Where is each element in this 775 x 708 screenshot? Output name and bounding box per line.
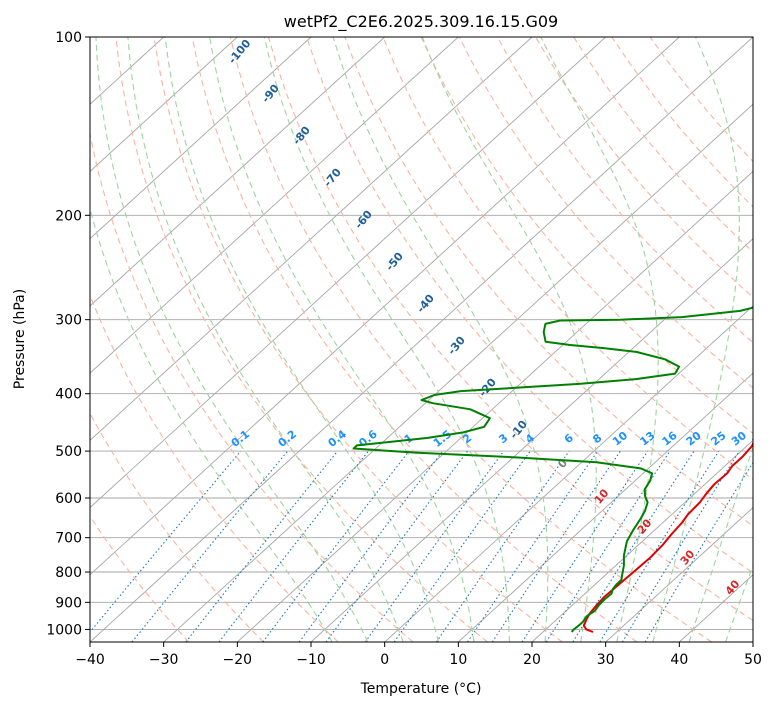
isotherm-line (90, 37, 607, 509)
x-tick-label: 20 (523, 652, 541, 668)
mixing-ratio-line (185, 450, 339, 642)
dry-adiabat-line (90, 412, 264, 642)
isotherm-line (90, 37, 312, 240)
dry-adiabat-line (496, 37, 753, 344)
mixing-ratio-line (491, 450, 621, 642)
y-tick-label: 500 (55, 444, 82, 460)
moist-adiabat-line (421, 37, 597, 642)
mixing-ratio-line (131, 450, 289, 642)
moist-adiabat-line (263, 37, 510, 642)
mixing-ratio-line (545, 450, 671, 642)
x-tick-label: 10 (449, 652, 467, 668)
moist-adiabat-line (95, 37, 369, 642)
moist-adiabat-line (127, 37, 404, 642)
plot-frame (89, 36, 754, 643)
isotherm-line (163, 103, 753, 642)
dry-adiabat-line (115, 37, 488, 642)
isotherm-line (90, 37, 459, 374)
y-tick-label: 900 (55, 595, 82, 611)
mixing-ratio-label: 36 (750, 429, 770, 449)
y-tick-label: 400 (55, 387, 82, 403)
isotherm-line (384, 305, 753, 642)
y-axis-label: Pressure (hPa) (12, 289, 28, 389)
x-tick-label: −30 (149, 652, 179, 668)
x-axis-label: Temperature (°C) (360, 681, 482, 697)
y-tick-label: 200 (55, 208, 82, 224)
mixing-ratio-line (364, 450, 505, 642)
isotherm-line (605, 506, 753, 642)
isotherm-line (531, 439, 753, 642)
isotherm-line (310, 238, 753, 642)
dry-adiabat-line (229, 37, 713, 642)
axes: −40 −30 −20 −10 0 10 20 30 40 50 1000 900 800 700 600 5… (46, 30, 762, 668)
moist-adiabat-line (90, 206, 333, 642)
x-tick-label: 0 (380, 652, 389, 668)
x-tick-label: −20 (223, 652, 253, 668)
mixing-ratio-line (393, 450, 531, 642)
mixing-ratio-line (467, 450, 599, 642)
isotherm-line (90, 37, 753, 642)
mixing-ratio-line (435, 450, 570, 642)
mixing-ratio-line (521, 450, 649, 642)
y-tick-label: 600 (55, 491, 82, 507)
dry-adiabat-line (306, 37, 753, 574)
x-tick-label: 40 (670, 652, 688, 668)
moist-adiabat-line (332, 37, 549, 642)
chart-title: wetPf2_C2E6.2025.309.16.15.G09 (284, 12, 558, 32)
mixing-ratio-line (90, 450, 242, 633)
dry-adiabat-line (344, 37, 753, 527)
mixing-ratio-line (621, 450, 740, 642)
dry-adiabat-line (90, 515, 190, 642)
isotherm-line (90, 37, 533, 441)
dewpoint-profile-line (352, 306, 753, 633)
profile-series (352, 306, 753, 633)
x-tick-label: 30 (597, 652, 615, 668)
y-tick-label: 800 (55, 565, 82, 581)
y-tick-label: 700 (55, 531, 82, 547)
mixing-ratio-line (572, 450, 695, 642)
y-tick-label: 100 (55, 30, 82, 46)
isotherm-line (236, 170, 753, 642)
mixing-ratio-line (325, 450, 468, 642)
temperature-profile-line (582, 440, 753, 633)
background-grid (90, 37, 753, 642)
x-tick-label: −40 (75, 652, 105, 668)
isotherm-line (90, 37, 386, 307)
moist-adiabat-line (164, 37, 440, 642)
y-tick-label: 1000 (46, 622, 82, 638)
dry-adiabat-line (535, 37, 753, 298)
y-tick-label: 300 (55, 313, 82, 329)
isotherm-line (457, 372, 753, 642)
isotherm-line (90, 37, 680, 576)
x-tick-label: −10 (296, 652, 326, 668)
dry-adiabat-line (90, 131, 414, 642)
mixing-ratio-line (262, 450, 410, 642)
moist-adiabat-line (209, 37, 475, 642)
dry-adiabat-line (191, 37, 638, 642)
dry-adiabat-line (267, 37, 753, 622)
x-tick-label: 50 (744, 652, 762, 668)
moist-adiabat-line (725, 563, 753, 642)
dry-adiabat-line (153, 37, 563, 642)
mixing-ratio-line (298, 450, 444, 642)
dry-adiabat-line (382, 37, 753, 481)
isotherm-line (90, 37, 238, 173)
moist-adiabat-line (652, 37, 740, 642)
moist-adiabat-line (688, 445, 753, 642)
